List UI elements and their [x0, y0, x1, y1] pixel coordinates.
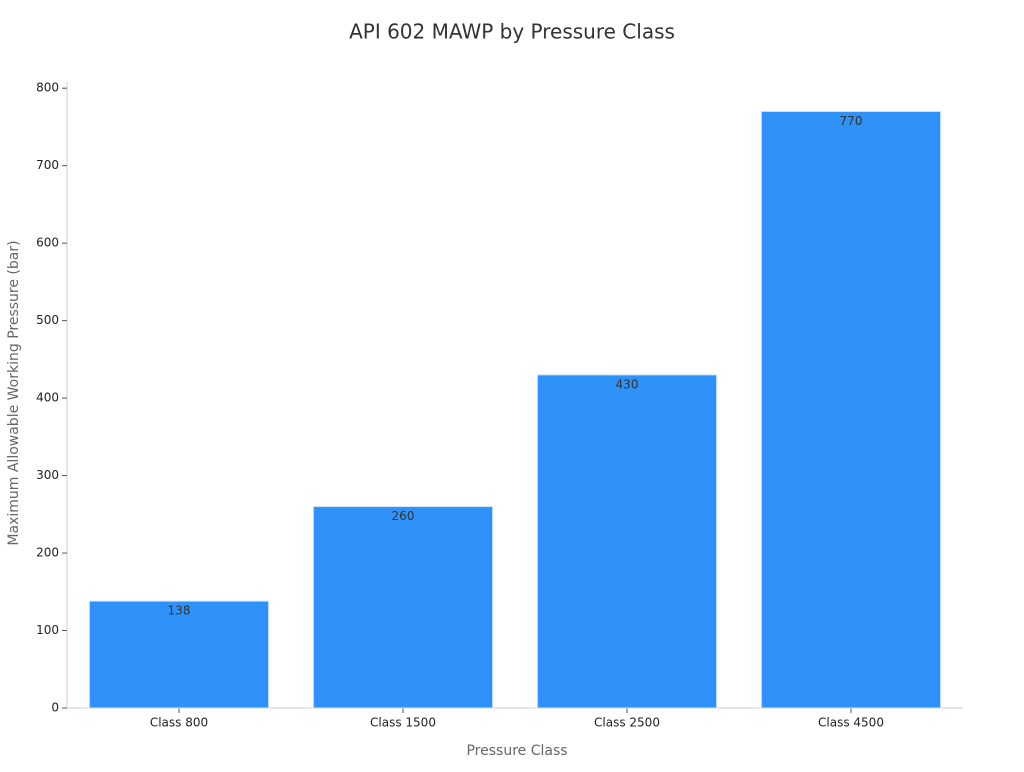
- data-label: 430: [616, 377, 639, 391]
- y-tick-label: 400: [36, 391, 59, 405]
- chart-title: API 602 MAWP by Pressure Class: [349, 20, 675, 44]
- y-tick-label: 300: [36, 468, 59, 482]
- y-tick-label: 0: [51, 701, 59, 715]
- y-tick-label: 500: [36, 313, 59, 327]
- y-tick-label: 800: [36, 81, 59, 95]
- x-tick-label: Class 4500: [818, 716, 884, 730]
- y-tick-label: 100: [36, 623, 59, 637]
- bar: [312, 506, 494, 709]
- y-tick-label: 600: [36, 236, 59, 250]
- data-label: 770: [840, 114, 863, 128]
- bar: [760, 110, 942, 709]
- x-axis-label: Pressure Class: [466, 743, 567, 759]
- y-axis-label: Maximum Allowable Working Pressure (bar): [6, 240, 22, 545]
- bar: [536, 374, 718, 709]
- data-label: 260: [392, 509, 415, 523]
- x-tick-label: Class 2500: [594, 716, 660, 730]
- x-tick-label: Class 800: [150, 716, 208, 730]
- bar: [88, 600, 270, 709]
- data-label: 138: [168, 604, 191, 618]
- y-tick-label: 200: [36, 546, 59, 560]
- y-tick-label: 700: [36, 158, 59, 172]
- x-tick-label: Class 1500: [370, 716, 436, 730]
